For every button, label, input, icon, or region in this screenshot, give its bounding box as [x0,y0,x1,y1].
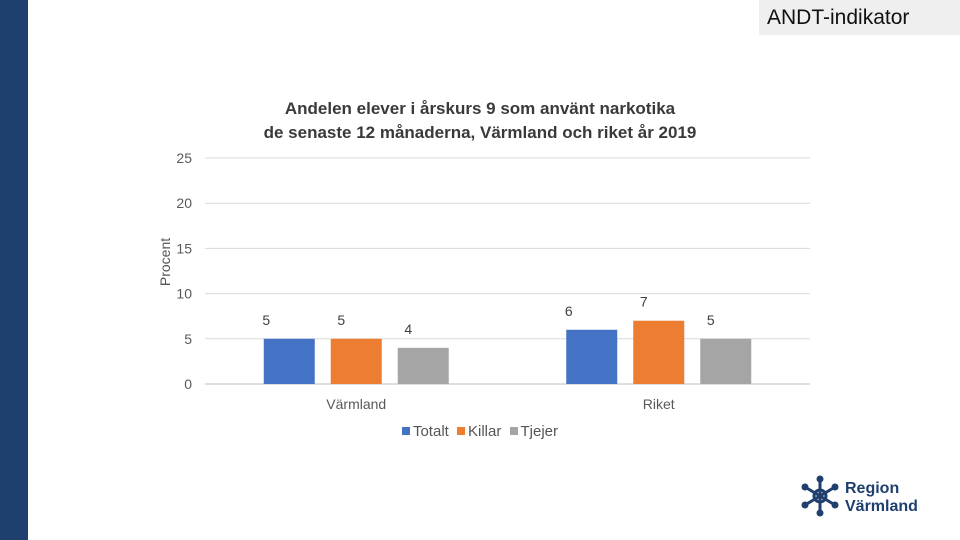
bar-totalt-2 [566,329,618,384]
bar-killar-1 [330,338,382,384]
legend-item-tjejer: Tjejer [509,423,559,440]
data-label: 4 [404,321,412,337]
logo-line-1: Region [845,480,900,497]
bar-tjejer-1 [397,347,449,384]
snowflake-icon [801,475,839,517]
bar-totalt-1 [263,338,315,384]
data-label: 5 [707,312,715,328]
legend-item-killar: Killar [457,423,501,440]
legend-label-tjejer: Tjejer [520,423,559,440]
legend-swatch-totalt [401,427,410,435]
y-tick-label: 20 [176,195,192,211]
x-category-label: Värmland [326,396,386,412]
data-label: 5 [337,312,345,328]
chart-title-line-2: de senaste 12 månaderna, Värmland och ri… [263,123,697,142]
y-axis-label: Procent [157,238,173,286]
x-category-label: Riket [643,396,675,412]
data-label: 5 [262,312,270,328]
logo-text: Region Värmland [845,480,918,516]
left-accent-bar [0,0,28,540]
slide-tag: ANDT-indikator [759,0,960,35]
legend-label-totalt: Totalt [412,423,449,440]
y-tick-label: 25 [176,150,192,166]
y-tick-label: 5 [184,331,192,347]
y-tick-label: 15 [176,240,192,256]
bar-killar-2 [633,320,685,384]
bar-tjejer-2 [700,338,752,384]
y-tick-label: 10 [176,286,192,302]
region-varmland-logo: Region Värmland [800,475,940,519]
legend-swatch-tjejer [509,427,518,435]
chart-legend: Totalt Killar Tjejer [0,423,960,440]
logo-line-2: Värmland [845,498,918,515]
legend-item-totalt: Totalt [401,423,449,440]
data-label: 7 [640,294,648,310]
chart-title-line-1: Andelen elever i årskurs 9 som använt na… [284,99,676,118]
legend-label-killar: Killar [468,423,502,440]
chart-title: Andelen elever i årskurs 9 som använt na… [180,97,780,145]
data-label: 6 [565,303,573,319]
legend-swatch-killar [457,427,465,435]
y-tick-label: 0 [184,376,192,392]
